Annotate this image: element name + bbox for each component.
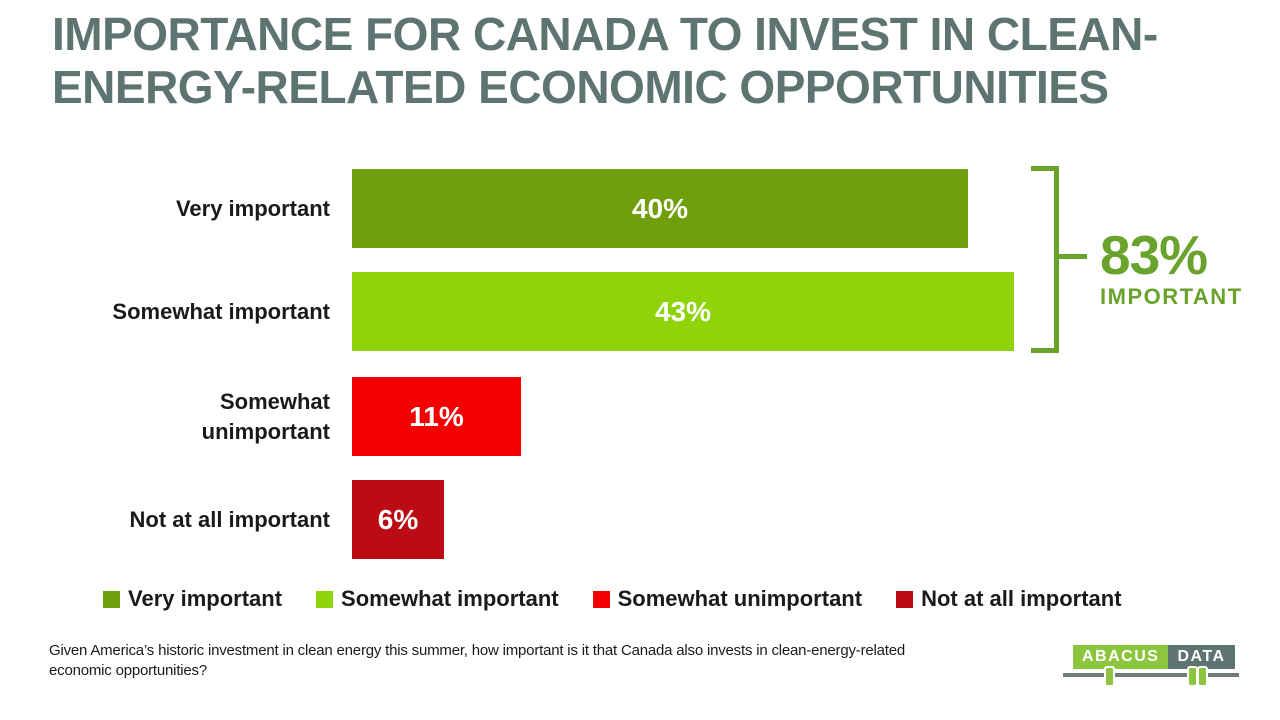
legend-item: Very important [103,586,282,612]
bracket-vertical-line [1054,166,1059,353]
legend-item: Somewhat important [316,586,559,612]
bar: 43% [352,272,1014,351]
group-annotation: 83% IMPORTANT [1100,228,1243,309]
legend-label: Somewhat important [341,586,559,611]
bar-value-label: 40% [631,192,689,224]
logo-abacus-text: ABACUS [1073,645,1169,669]
legend-label: Somewhat unimportant [617,586,863,611]
bracket-middle-tick [1054,254,1087,259]
bracket-top-arm [1031,166,1059,171]
bar-category-label: Not at all important [129,506,330,532]
survey-question-footnote: Given America’s historic investment in c… [49,642,906,679]
abacus-bead [1104,666,1115,687]
chart-title-line2: ENERGY-RELATED ECONOMIC OPPORTUNITIES [52,61,1109,113]
bar: 11% [352,377,521,456]
bar-value-label: 11% [409,400,464,432]
legend-item: Not at all important [896,586,1122,612]
legend-swatch-icon [103,590,120,608]
chart-legend: Very important Somewhat important Somewhat… [103,586,1203,612]
bar-category-label: Somewhat unimportant [201,388,330,444]
bracket-bottom-arm [1031,348,1059,353]
chart-title: IMPORTANCE FOR CANADA TO INVEST IN CLEAN… [52,8,1252,114]
bar-value-label: 6% [377,503,419,535]
bar-category-label: Somewhat important [112,298,330,324]
bar: 6% [352,480,444,559]
legend-label: Very important [128,586,283,611]
abacus-rod [1063,673,1239,677]
bar-value-label: 43% [654,295,712,327]
legend-swatch-icon [592,590,610,608]
abacus-bead [1197,666,1208,687]
abacus-data-logo: ABACUS DATA [1063,645,1239,687]
group-annotation-value: 83% [1100,224,1208,286]
logo-wordmark: ABACUS DATA [1073,645,1235,669]
chart-title-line1: IMPORTANCE FOR CANADA TO INVEST IN CLEAN… [52,8,1158,60]
bar: 40% [352,169,968,248]
group-annotation-label: IMPORTANT [1100,284,1243,309]
logo-data-text: DATA [1168,645,1235,669]
legend-swatch-icon [316,590,334,608]
legend-swatch-icon [896,590,914,608]
bar-category-label: Very important [175,195,330,221]
legend-item: Somewhat unimportant [592,586,863,612]
legend-label: Not at all important [921,586,1122,611]
